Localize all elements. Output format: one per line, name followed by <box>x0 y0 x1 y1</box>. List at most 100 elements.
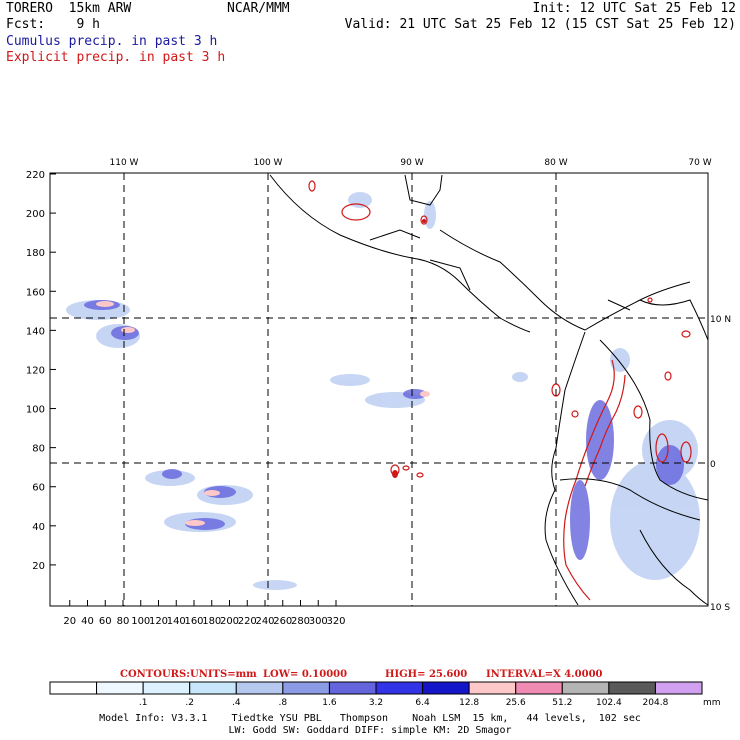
lat-label: 10 S <box>710 603 730 613</box>
precip-cell <box>348 192 372 208</box>
colorbar-unit: mm <box>703 698 721 708</box>
colorbar-swatch <box>49 681 98 695</box>
x-tick-label: 60 <box>99 616 112 627</box>
contour-low: LOW= 0.10000 <box>263 669 347 680</box>
footer-physics-info: LW: Godd SW: Goddard DIFF: simple KM: 2D… <box>228 725 512 736</box>
precip-cell <box>253 580 297 590</box>
x-tick-label: 180 <box>202 616 221 627</box>
explicit-contour <box>633 405 643 419</box>
colorbar-swatch <box>235 681 284 695</box>
coastline-south-america <box>544 331 586 606</box>
x-tick-label: 120 <box>149 616 168 627</box>
x-tick-label: 200 <box>220 616 239 627</box>
contour-interval: INTERVAL=X 4.0000 <box>486 669 603 680</box>
x-tick-label: 320 <box>326 616 345 627</box>
x-tick-label: 240 <box>255 616 274 627</box>
explicit-contour <box>664 371 672 381</box>
colorbar-swatch <box>375 681 424 695</box>
precip-cell <box>330 374 370 386</box>
precip-core <box>586 400 614 480</box>
colorbar-label: .4 <box>232 698 241 708</box>
explicit-contour <box>308 180 316 192</box>
lon-label: 70 W <box>688 158 711 168</box>
explicit-contour <box>416 472 424 478</box>
x-tick-label: 40 <box>81 616 94 627</box>
precip-heavy <box>420 391 430 397</box>
colorbar-label: .8 <box>279 698 288 708</box>
explicit-core <box>392 470 398 478</box>
colorbar-label: 102.4 <box>596 698 622 708</box>
colorbar-swatch <box>422 681 470 695</box>
explicit-contour <box>402 465 410 471</box>
border-line <box>559 478 701 521</box>
colorbar-label: 204.8 <box>643 698 669 708</box>
explicit-contour <box>681 330 691 338</box>
colorbar-label: 6.4 <box>415 698 430 708</box>
y-tick-label: 180 <box>26 248 45 259</box>
y-tick-label: 60 <box>32 483 45 494</box>
precip-cell <box>610 460 700 580</box>
y-tick-label: 120 <box>26 365 45 376</box>
colorbar-label: .2 <box>185 698 194 708</box>
colorbar-swatch <box>608 681 656 695</box>
precip-core <box>656 445 684 485</box>
precip-core <box>403 389 427 399</box>
border-line <box>607 299 631 311</box>
y-tick-label: 200 <box>26 209 45 220</box>
x-tick-label: 260 <box>273 616 292 627</box>
precip-cell <box>610 348 630 372</box>
border-line <box>369 229 421 241</box>
colorbar-swatch <box>561 681 610 695</box>
coastline-yucatan <box>404 174 443 206</box>
lon-label: 80 W <box>544 158 567 168</box>
colorbar-swatch <box>654 681 703 695</box>
coastline-caribbean <box>439 229 691 331</box>
colorbar-swatch <box>282 681 330 695</box>
plot-frame <box>49 172 709 607</box>
precip-heavy <box>204 490 220 496</box>
colorbar-label: 3.2 <box>369 698 383 708</box>
field-label-explicit: Explicit precip. in past 3 h <box>6 50 226 65</box>
precip-heavy <box>121 327 135 333</box>
colorbar-swatch <box>328 681 377 695</box>
center-label: NCAR/MMM <box>227 1 290 16</box>
colorbar-swatch <box>515 681 563 695</box>
explicit-contour <box>571 410 579 418</box>
precip-cell <box>512 372 528 382</box>
y-tick-label: 140 <box>26 326 45 337</box>
lon-label: 100 W <box>254 158 283 168</box>
x-tick-label: 140 <box>167 616 186 627</box>
precip-core <box>162 469 182 479</box>
border-line <box>639 529 709 606</box>
precip-heavy <box>96 301 114 307</box>
coastline-venezuela <box>639 299 709 341</box>
lon-label: 110 W <box>110 158 139 168</box>
border-line <box>429 259 471 291</box>
colorbar-swatch <box>142 681 191 695</box>
x-tick-label: 220 <box>238 616 257 627</box>
valid-time: Valid: 21 UTC Sat 25 Feb 12 (15 CST Sat … <box>344 17 736 32</box>
explicit-core <box>422 219 426 223</box>
colorbar-label: 51.2 <box>552 698 572 708</box>
coastline-mexico <box>269 174 531 333</box>
explicit-contour <box>655 433 669 463</box>
model-title: TORERO 15km ARW <box>6 1 132 16</box>
precip-heavy <box>185 520 205 526</box>
lat-label: 0 <box>710 460 716 470</box>
explicit-contour-chain <box>563 359 615 601</box>
explicit-contour <box>647 297 653 303</box>
contour-high: HIGH= 25.600 <box>385 669 467 680</box>
y-tick-label: 220 <box>26 170 45 181</box>
colorbar-swatch <box>468 681 517 695</box>
y-tick-label: 20 <box>32 561 45 572</box>
colorbar-label: 1.6 <box>322 698 337 708</box>
colorbar-label: .1 <box>139 698 148 708</box>
precip-core <box>570 480 590 560</box>
y-tick-label: 100 <box>26 405 45 416</box>
x-tick-label: 300 <box>309 616 328 627</box>
explicit-contour <box>680 441 692 463</box>
x-tick-label: 20 <box>63 616 76 627</box>
explicit-contour <box>341 203 371 221</box>
border-line <box>599 339 709 501</box>
